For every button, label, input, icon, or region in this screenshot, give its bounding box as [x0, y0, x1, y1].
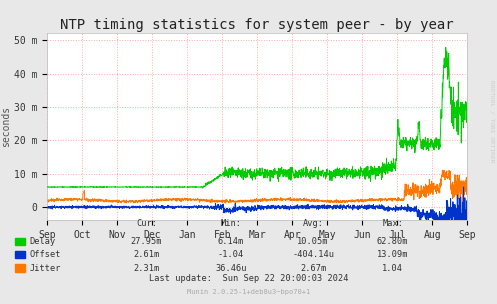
- Text: Max:: Max:: [382, 219, 403, 229]
- Text: Offset: Offset: [30, 250, 61, 259]
- Text: Last update:  Sun Sep 22 20:00:03 2024: Last update: Sun Sep 22 20:00:03 2024: [149, 274, 348, 283]
- Title: NTP timing statistics for system peer - by year: NTP timing statistics for system peer - …: [60, 18, 454, 32]
- Text: 36.46u: 36.46u: [215, 264, 247, 273]
- Text: 62.80m: 62.80m: [377, 237, 409, 246]
- Text: 2.61m: 2.61m: [134, 250, 160, 259]
- Y-axis label: seconds: seconds: [1, 106, 11, 147]
- Text: -404.14u: -404.14u: [292, 250, 334, 259]
- Text: 2.31m: 2.31m: [134, 264, 160, 273]
- Text: Min:: Min:: [221, 219, 242, 229]
- Text: Jitter: Jitter: [30, 264, 61, 273]
- Text: RRDTOOL / TOBI OETIKER: RRDTOOL / TOBI OETIKER: [490, 80, 495, 163]
- Text: Delay: Delay: [30, 237, 56, 246]
- Text: 6.14m: 6.14m: [218, 237, 244, 246]
- Text: 10.05m: 10.05m: [297, 237, 329, 246]
- Text: 13.09m: 13.09m: [377, 250, 409, 259]
- Text: Cur:: Cur:: [136, 219, 157, 229]
- Text: Munin 2.0.25-1+deb8u3~bpo70+1: Munin 2.0.25-1+deb8u3~bpo70+1: [187, 289, 310, 295]
- Text: 2.67m: 2.67m: [300, 264, 326, 273]
- Text: Avg:: Avg:: [303, 219, 324, 229]
- Text: 1.04: 1.04: [382, 264, 403, 273]
- Text: 27.95m: 27.95m: [131, 237, 163, 246]
- Text: -1.04: -1.04: [218, 250, 244, 259]
